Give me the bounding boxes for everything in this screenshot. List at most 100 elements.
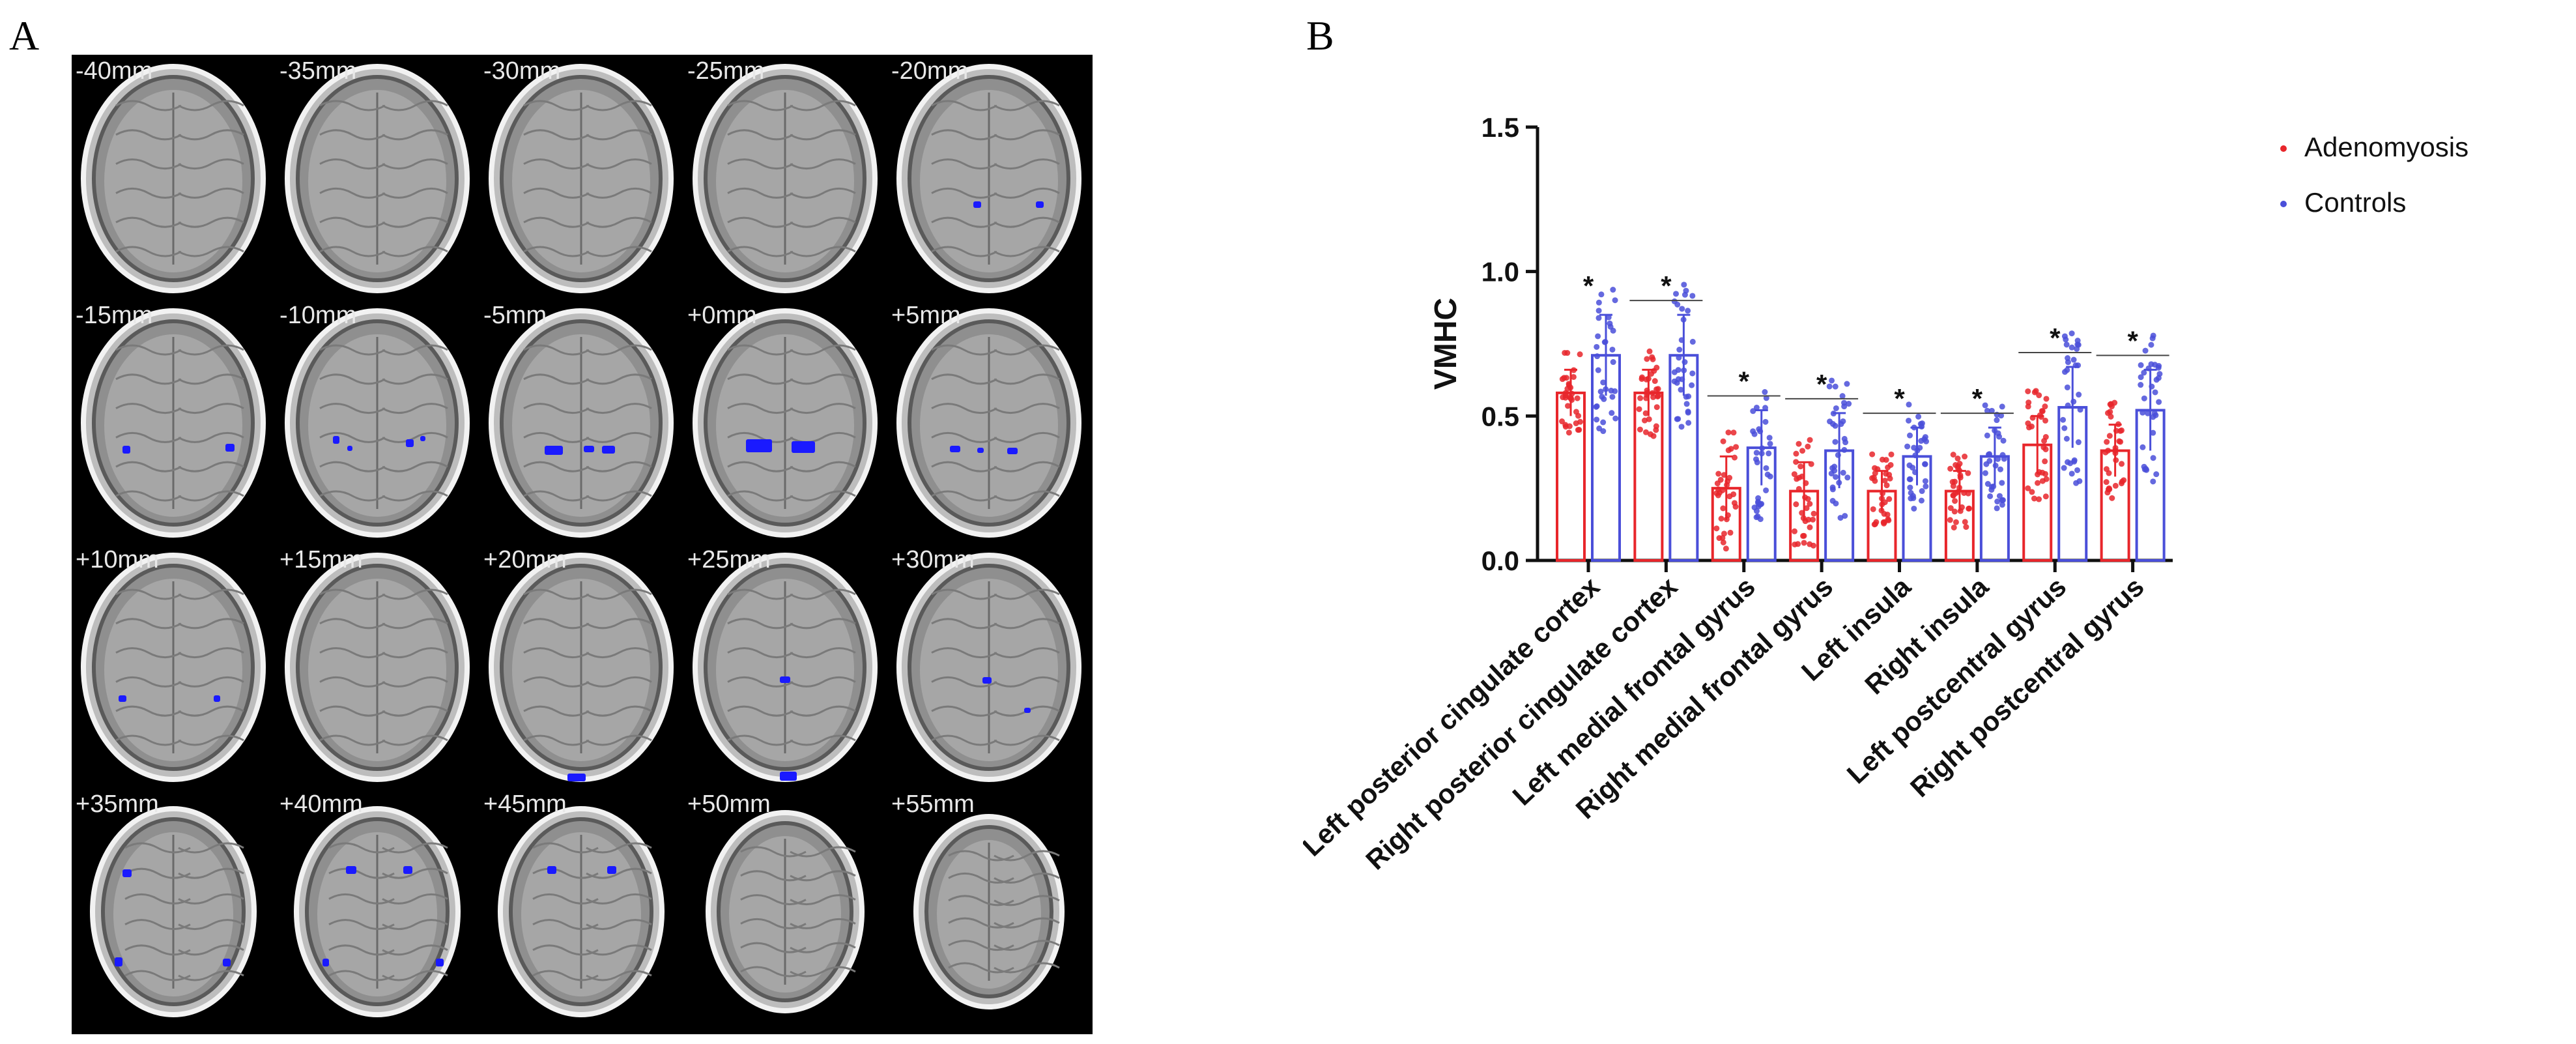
brain-slice: +0mm xyxy=(683,299,887,544)
data-point xyxy=(1997,466,2003,472)
data-point xyxy=(1727,529,1734,536)
data-point xyxy=(1757,501,1764,508)
data-point xyxy=(1636,406,1642,413)
data-point xyxy=(1966,505,1973,512)
brain-slice: +15mm xyxy=(276,544,479,788)
slice-mm-label: -40mm xyxy=(76,57,153,85)
data-point xyxy=(1796,486,1802,492)
data-point xyxy=(1754,459,1760,466)
brain-slice-image xyxy=(285,64,470,293)
data-point xyxy=(1984,432,1990,439)
category-label: Right posterior cingulate cortex xyxy=(1360,571,1683,876)
data-point xyxy=(1912,469,1919,476)
data-point xyxy=(1681,367,1687,373)
data-point xyxy=(1799,510,1805,516)
data-point xyxy=(2071,457,2078,463)
data-point xyxy=(2068,344,2075,351)
data-point xyxy=(1829,377,1835,384)
vmhc-cluster-highlight xyxy=(333,436,339,444)
data-point xyxy=(2074,338,2081,344)
data-point xyxy=(1647,431,1653,437)
vmhc-cluster-highlight xyxy=(436,959,444,966)
vmhc-cluster-highlight xyxy=(780,676,790,683)
data-point xyxy=(2064,384,2070,390)
brain-slice-image xyxy=(81,553,266,782)
data-point xyxy=(2025,403,2031,410)
data-point xyxy=(1792,528,1798,534)
data-point xyxy=(1564,350,1571,356)
data-point xyxy=(2036,496,2042,502)
data-point xyxy=(1671,298,1678,304)
data-point xyxy=(1807,437,1813,443)
data-point xyxy=(1723,516,1730,523)
brain-slice: +45mm xyxy=(479,788,683,1032)
significance-marker: * xyxy=(2127,325,2138,356)
data-point xyxy=(1982,402,1988,409)
data-point xyxy=(1595,367,1601,373)
brain-slice-image xyxy=(489,553,674,782)
y-tick-label: 1.0 xyxy=(1481,257,1519,287)
data-point xyxy=(2000,497,2007,503)
data-point xyxy=(1837,515,1844,521)
data-point xyxy=(2145,410,2151,416)
data-point xyxy=(1999,480,2005,486)
vmhc-cluster-highlight xyxy=(403,866,412,874)
data-point xyxy=(1671,369,1678,375)
data-point xyxy=(1680,316,1687,323)
significance-marker: * xyxy=(1972,383,1983,414)
data-point xyxy=(2119,461,2125,467)
data-point xyxy=(2103,479,2110,486)
data-point xyxy=(2142,347,2149,354)
data-point xyxy=(2153,377,2160,383)
data-point xyxy=(1596,425,1603,431)
data-point xyxy=(1922,461,1928,467)
data-point xyxy=(1609,394,1616,400)
data-point xyxy=(1907,432,1913,439)
data-point xyxy=(1767,441,1773,447)
data-point xyxy=(1562,422,1569,428)
data-point xyxy=(1610,327,1616,334)
data-point xyxy=(1596,315,1602,321)
slice-mm-label: -35mm xyxy=(279,57,357,85)
data-point xyxy=(2076,478,2083,484)
data-point xyxy=(1675,416,1682,422)
data-point xyxy=(2074,467,2081,473)
data-point xyxy=(2150,414,2156,420)
data-point xyxy=(1612,388,1618,394)
data-point xyxy=(2150,332,2156,339)
data-point xyxy=(2061,333,2068,340)
data-point xyxy=(1762,418,1769,425)
data-point xyxy=(1873,519,1880,525)
slice-mm-label: +40mm xyxy=(279,790,363,818)
data-point xyxy=(1805,443,1811,450)
data-point xyxy=(1807,500,1813,507)
vmhc-cluster-highlight xyxy=(122,869,132,877)
data-point xyxy=(1643,395,1650,401)
significance-marker: * xyxy=(2050,323,2061,353)
data-point xyxy=(1923,483,1929,489)
brain-slice: -25mm xyxy=(683,55,887,299)
data-point xyxy=(1923,438,1930,444)
data-point xyxy=(1885,516,1891,523)
data-point xyxy=(1947,505,1954,512)
data-point xyxy=(1732,504,1739,510)
vmhc-cluster-highlight xyxy=(1036,201,1044,208)
data-point xyxy=(2115,421,2122,428)
data-point xyxy=(2061,425,2068,431)
data-point xyxy=(2038,414,2044,420)
data-point xyxy=(2035,480,2041,486)
data-point xyxy=(1951,508,1958,515)
data-point xyxy=(1947,517,1953,523)
data-point xyxy=(2042,458,2048,465)
data-point xyxy=(1956,467,1963,474)
data-point xyxy=(1996,433,2003,440)
data-point xyxy=(1963,524,1969,530)
data-point xyxy=(1566,429,1572,436)
data-point xyxy=(1600,419,1607,426)
vmhc-cluster-highlight xyxy=(547,866,556,874)
brain-slice: +20mm xyxy=(479,544,683,788)
data-point xyxy=(1793,459,1799,465)
data-point xyxy=(2042,446,2049,452)
data-point xyxy=(1800,515,1807,521)
data-point xyxy=(2076,392,2082,398)
